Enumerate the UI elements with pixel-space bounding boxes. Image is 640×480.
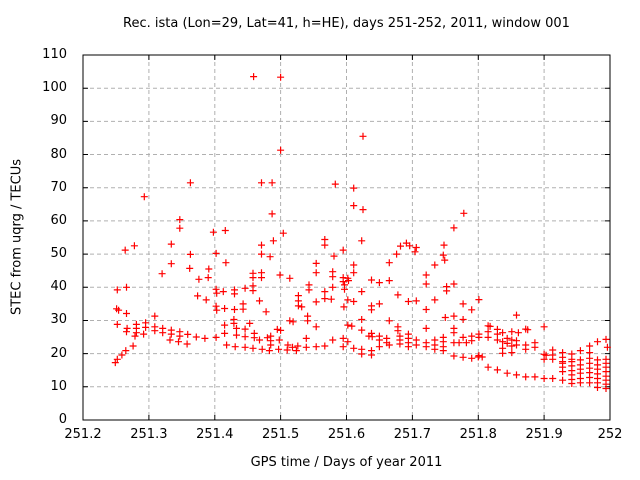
y-tick-label: 100 [42,80,67,96]
y-tick-label: 60 [50,212,67,228]
x-axis-title: GPS time / Days of year 2011 [250,455,443,470]
y-tick-label: 30 [50,312,67,328]
scatter-points [111,73,611,392]
chart-title: Rec. ista (Lon=29, Lat=41, h=HE), days 2… [123,16,570,31]
x-tick-label: 251.3 [130,427,168,442]
x-tick-label: 251.2 [64,427,102,442]
grid-lines [83,55,610,420]
x-tick-label: 251.7 [393,427,431,442]
y-tick-label: 80 [50,146,67,162]
y-tick-label: 70 [50,179,67,195]
y-tick-label: 90 [50,113,67,129]
x-tick-label: 251.6 [327,427,366,442]
y-tick-label: 110 [42,47,67,62]
plot-border [82,54,611,421]
y-tick-label: 50 [50,246,67,262]
x-tick-label: 251.5 [262,427,300,442]
y-tick-label: 40 [50,279,67,295]
y-tick-label: 20 [50,345,67,361]
y-tick-label: 10 [50,378,67,394]
x-tick-label: 251.8 [459,427,497,442]
x-tick-label: 251.9 [525,427,563,442]
x-tick-label: 251.4 [196,427,234,442]
x-tick-label: 252 [597,427,623,442]
y-tick-label: 0 [58,412,67,427]
